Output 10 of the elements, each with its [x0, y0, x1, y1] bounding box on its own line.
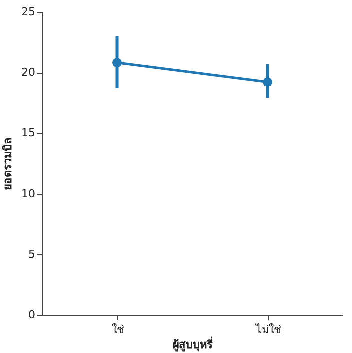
x-axis-title: ผู้สูบบุหรี่	[173, 336, 213, 352]
y-tick-label: 5	[28, 248, 36, 261]
x-tick-label: ใช่	[112, 324, 124, 336]
y-axis-title: ยอดรวมบิล	[2, 138, 15, 190]
y-tick-label: 20	[22, 66, 36, 80]
x-tick-label: ไม่ใช่	[254, 324, 281, 336]
y-tick-label: 10	[22, 187, 36, 200]
y-tick-label: 0	[28, 308, 36, 322]
y-tick-label: 15	[22, 126, 36, 140]
y-tick-label: 25	[22, 6, 36, 18]
